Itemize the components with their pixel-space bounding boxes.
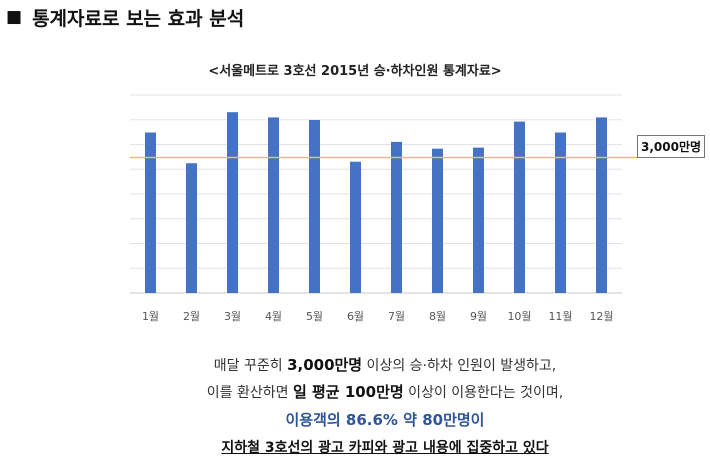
x-tick-label: 1월 [142,310,159,323]
bar-9 [473,147,484,293]
bar-8 [432,148,443,293]
summary-line-3: 이용객의 86.6% 약 80만명이 [285,411,485,429]
x-tick-label: 10월 [507,310,531,323]
x-tick-label: 12월 [589,310,613,323]
bar-4 [268,117,279,293]
x-tick-label: 4월 [265,310,282,323]
summary-line-1-part-c: 이상의 승·하차 인원이 발생하고, [362,358,557,374]
chart-title: <서울메트로 3호선 2015년 승·하차인원 통계자료> [208,64,502,79]
bar-10 [514,121,525,293]
square-bullet-icon: ■ [6,7,23,27]
reference-line-label: 3,000만명 [637,135,706,158]
bar-5 [309,120,320,293]
summary-line-2-highlight: 일 평균 100만명 [292,383,404,401]
bar-2 [186,163,197,293]
bar-7 [391,141,402,293]
summary-line-2-part-a: 이를 환산하면 [206,385,293,401]
bar-chart: 1월 2월 3월 4월 5월 6월 7월 8월 9월 10월 11월 12월 [130,94,637,323]
bar-6 [350,161,361,293]
bar-11 [555,132,566,293]
x-tick-label: 5월 [306,310,323,323]
summary-line-1-highlight: 3,000만명 [287,356,363,374]
x-tick-label: 2월 [183,310,200,323]
x-tick-label: 8월 [429,310,446,323]
bar-1 [145,132,156,293]
x-tick-label: 7월 [388,310,405,323]
x-tick-label: 11월 [548,310,572,323]
summary-line-4: 지하철 3호선의 광고 카피와 광고 내용에 집중하고 있다 [221,440,549,456]
summary-line-1-part-a: 매달 꾸준히 [213,358,288,374]
x-tick-label: 3월 [224,310,241,323]
bar-3 [227,112,238,294]
summary-line-1: 매달 꾸준히 3,000만명 이상의 승·하차 인원이 발생하고, [0,354,710,375]
x-tick-label: 9월 [470,310,487,323]
summary-line-2-part-c: 이상이 이용한다는 것이며, [403,385,564,401]
bar-12 [596,117,607,293]
section-heading-text: 통계자료로 보는 효과 분석 [32,7,245,30]
section-heading: ■ 통계자료로 보는 효과 분석 [6,4,244,30]
summary-line-2: 이를 환산하면 일 평균 100만명 이상이 이용한다는 것이며, [0,381,710,402]
x-tick-label: 6월 [347,310,364,323]
